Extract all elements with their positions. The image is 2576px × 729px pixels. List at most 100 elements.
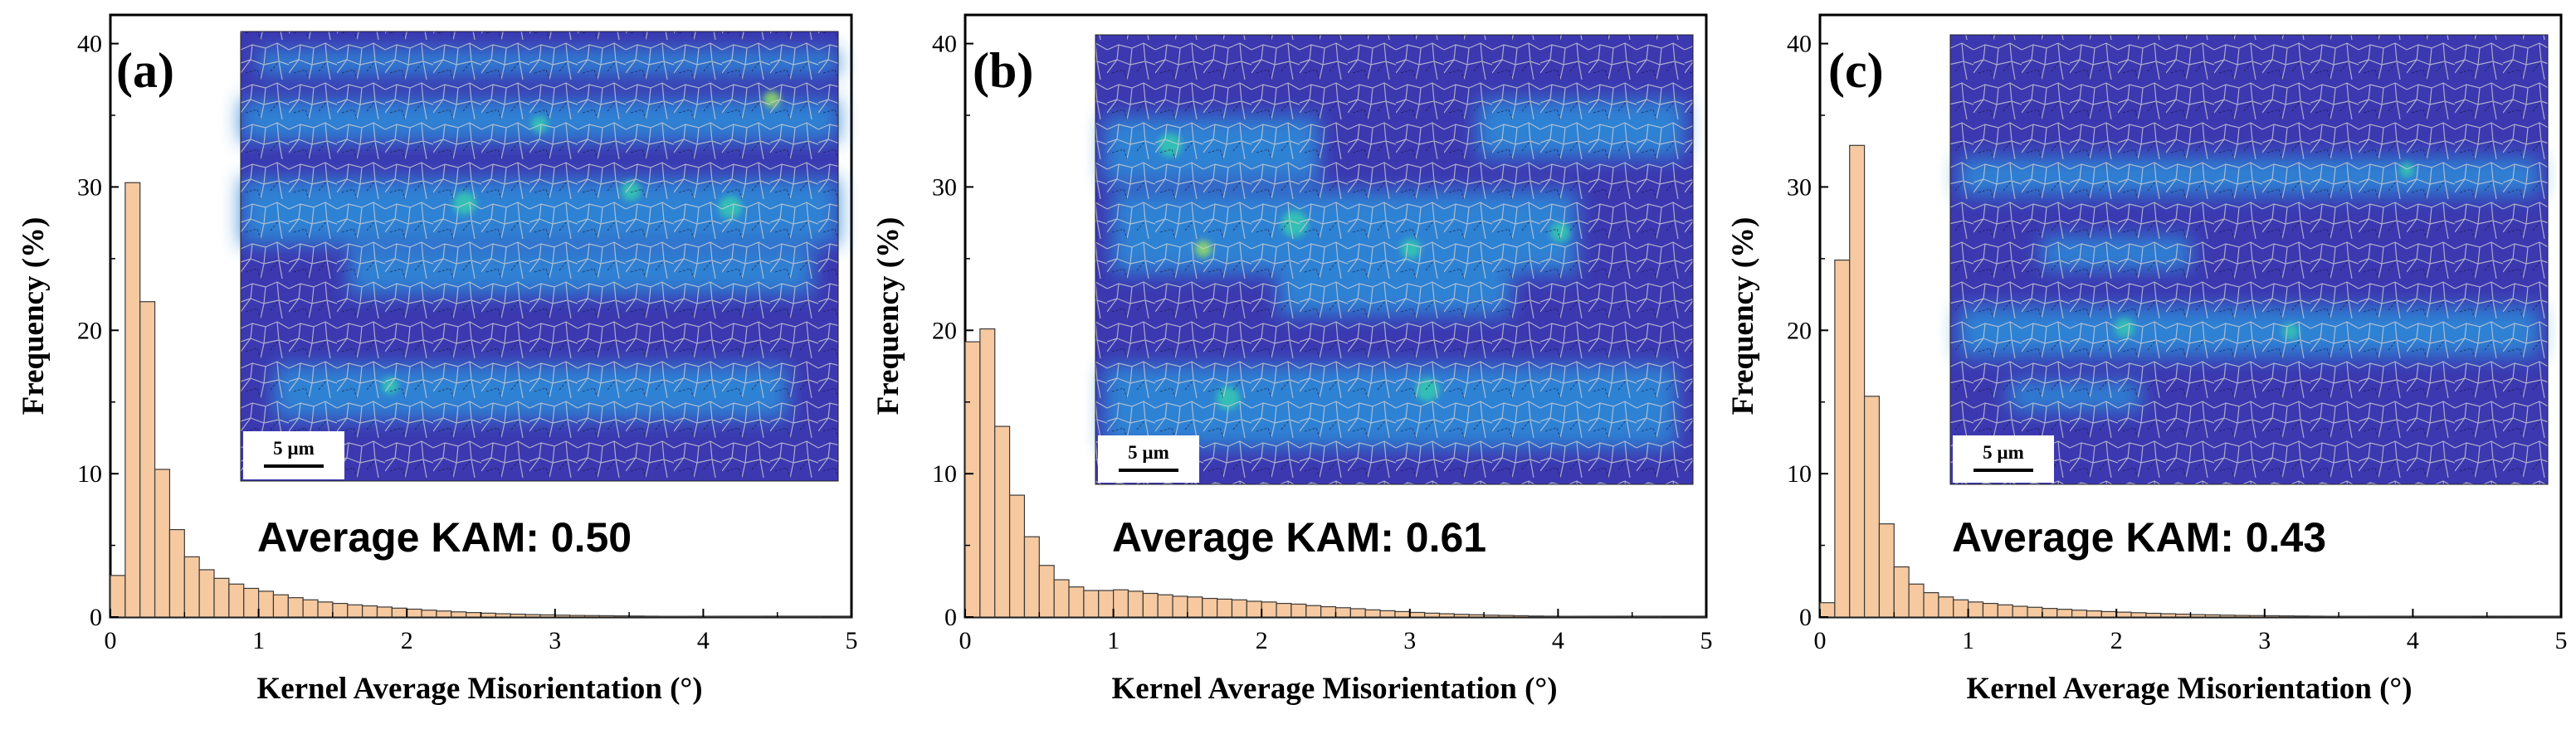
histogram-bar <box>139 301 156 618</box>
scale-bar-label: 5 µm <box>1983 442 2024 463</box>
y-axis: 0 10 20 30 40 <box>1787 31 1828 631</box>
x-tick-label: 2 <box>2110 627 2123 654</box>
histogram-bar <box>480 612 496 618</box>
x-tick-label: 4 <box>1552 627 1564 654</box>
histogram-bar <box>2397 615 2414 618</box>
histogram-bar <box>2368 615 2384 618</box>
histogram-bar <box>1498 615 1515 618</box>
histogram-bar <box>539 614 556 618</box>
x-tick-label: 3 <box>549 627 561 654</box>
x-tick-label: 0 <box>959 627 972 654</box>
histogram-bar <box>2012 605 2028 618</box>
histogram-bar <box>702 615 719 618</box>
x-tick-label: 5 <box>1700 627 1713 654</box>
histogram-bar <box>1557 615 1573 618</box>
histogram-bar <box>2086 610 2102 618</box>
y-tick-label: 10 <box>77 460 102 488</box>
histogram-bar <box>1157 594 1173 618</box>
histogram-bar <box>1305 605 1322 618</box>
histogram-bar <box>1587 615 1603 618</box>
x-tick-label: 4 <box>2407 627 2419 654</box>
panel-label: (b) <box>973 43 1033 98</box>
histogram-bar <box>1863 396 1881 618</box>
histogram-bar <box>2293 615 2310 618</box>
histogram-bar <box>1231 599 1247 618</box>
y-tick-label: 40 <box>932 31 957 58</box>
histogram-bar <box>2249 615 2266 618</box>
y-tick-label: 20 <box>77 317 102 344</box>
y-tick-label: 10 <box>932 460 957 488</box>
histogram-bar <box>1923 592 1939 618</box>
histogram-bar <box>2042 608 2058 618</box>
histogram-bar <box>1142 592 1159 618</box>
histogram-bar <box>524 614 541 618</box>
histogram-bar <box>2056 609 2073 618</box>
histogram-bar <box>1513 615 1530 618</box>
histogram-bar <box>1083 590 1100 618</box>
histogram-bar <box>1453 614 1470 618</box>
histogram-bar <box>2160 613 2177 618</box>
histogram-bar <box>154 469 171 618</box>
x-axis: 0 1 2 3 4 5 <box>105 609 858 654</box>
scale-bar: 5 µm <box>1098 435 1199 483</box>
y-tick-label: 20 <box>1787 317 1812 344</box>
histogram-bar <box>1394 610 1411 618</box>
x-tick-label: 4 <box>697 627 710 654</box>
histogram-bar <box>1602 615 1618 618</box>
x-tick-label: 3 <box>1403 627 1416 654</box>
histogram-bar <box>406 608 422 618</box>
y-tick-label: 0 <box>944 604 957 631</box>
histogram-bar <box>1053 579 1070 618</box>
histogram-bar <box>1834 259 1851 618</box>
y-tick-label: 30 <box>1787 173 1812 201</box>
y-tick-label: 30 <box>932 173 957 201</box>
histogram-bar <box>302 599 319 618</box>
kam-map-inset: 5 µm <box>240 31 839 482</box>
x-tick-label: 0 <box>1814 627 1827 654</box>
histogram-bar <box>1409 611 1426 618</box>
histogram-bar <box>1379 610 1396 618</box>
y-tick-label: 0 <box>1799 604 1812 631</box>
histogram-bar <box>228 583 245 618</box>
histogram-bar <box>347 604 363 618</box>
histogram-bar <box>1276 602 1292 618</box>
x-tick-label: 1 <box>1962 627 1974 654</box>
histogram-bar <box>1320 605 1337 618</box>
histogram-bar <box>673 615 690 618</box>
histogram-bar <box>1968 601 1984 618</box>
histogram-bar <box>198 569 215 618</box>
histogram-bar <box>747 615 764 618</box>
histogram-bar <box>362 605 378 618</box>
scale-bar-label: 5 µm <box>273 438 315 459</box>
histogram-bar <box>124 182 141 618</box>
y-tick-label: 40 <box>1787 31 1812 58</box>
histogram-bar <box>1938 596 1954 618</box>
histogram-bar <box>1528 615 1544 618</box>
histogram-bar <box>1997 604 2013 618</box>
histogram-bar <box>243 587 260 618</box>
histogram-bar <box>2115 611 2132 618</box>
y-tick-label: 20 <box>932 317 957 344</box>
average-kam-annotation: Average KAM: 0.50 <box>257 514 632 561</box>
histogram-bar <box>376 606 393 618</box>
x-axis-title: Kernel Average Misorientation (°) <box>1111 672 1557 706</box>
histogram-bar <box>2338 615 2354 618</box>
bars <box>110 182 852 618</box>
histogram-bar <box>1908 583 1925 618</box>
x-tick-label: 2 <box>1256 627 1268 654</box>
x-tick-label: 1 <box>1107 627 1120 654</box>
histogram-bar <box>583 615 600 618</box>
x-tick-label: 5 <box>2555 627 2568 654</box>
histogram-bar <box>732 615 749 618</box>
histogram-bar <box>1982 602 1998 618</box>
histogram-bar <box>1424 612 1441 618</box>
histogram-bar <box>2264 615 2281 618</box>
histogram-bar <box>1068 586 1085 618</box>
histogram-bar <box>287 597 304 618</box>
histogram-bar <box>2130 612 2147 618</box>
panel-a: 5 µm (a) Average KAM: 0.50 Frequency (%)… <box>17 13 858 706</box>
panel-label: (c) <box>1828 43 1884 98</box>
histogram-bar <box>2027 606 2043 618</box>
histogram-bar <box>2145 612 2162 618</box>
